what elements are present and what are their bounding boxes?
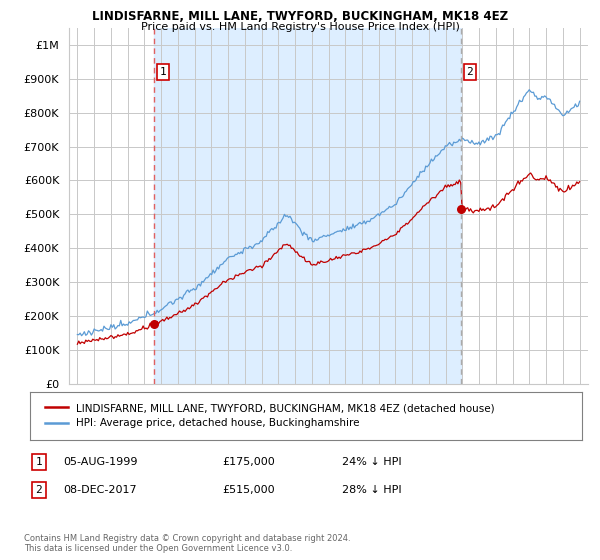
Text: 28% ↓ HPI: 28% ↓ HPI bbox=[342, 485, 401, 495]
Text: £175,000: £175,000 bbox=[222, 457, 275, 467]
Text: 24% ↓ HPI: 24% ↓ HPI bbox=[342, 457, 401, 467]
Text: 08-DEC-2017: 08-DEC-2017 bbox=[63, 485, 137, 495]
Text: 1: 1 bbox=[160, 67, 166, 77]
Bar bbox=[154, 28, 461, 384]
Text: 2: 2 bbox=[35, 485, 43, 495]
Text: Price paid vs. HM Land Registry's House Price Index (HPI): Price paid vs. HM Land Registry's House … bbox=[140, 22, 460, 32]
Point bbox=[149, 320, 159, 329]
Text: 2: 2 bbox=[466, 67, 473, 77]
Point bbox=[457, 205, 466, 214]
Text: £515,000: £515,000 bbox=[222, 485, 275, 495]
Text: Contains HM Land Registry data © Crown copyright and database right 2024.
This d: Contains HM Land Registry data © Crown c… bbox=[24, 534, 350, 553]
Legend: LINDISFARNE, MILL LANE, TWYFORD, BUCKINGHAM, MK18 4EZ (detached house), HPI: Ave: LINDISFARNE, MILL LANE, TWYFORD, BUCKING… bbox=[41, 399, 499, 432]
Text: 1: 1 bbox=[35, 457, 43, 467]
Text: LINDISFARNE, MILL LANE, TWYFORD, BUCKINGHAM, MK18 4EZ: LINDISFARNE, MILL LANE, TWYFORD, BUCKING… bbox=[92, 10, 508, 23]
Text: 05-AUG-1999: 05-AUG-1999 bbox=[63, 457, 137, 467]
